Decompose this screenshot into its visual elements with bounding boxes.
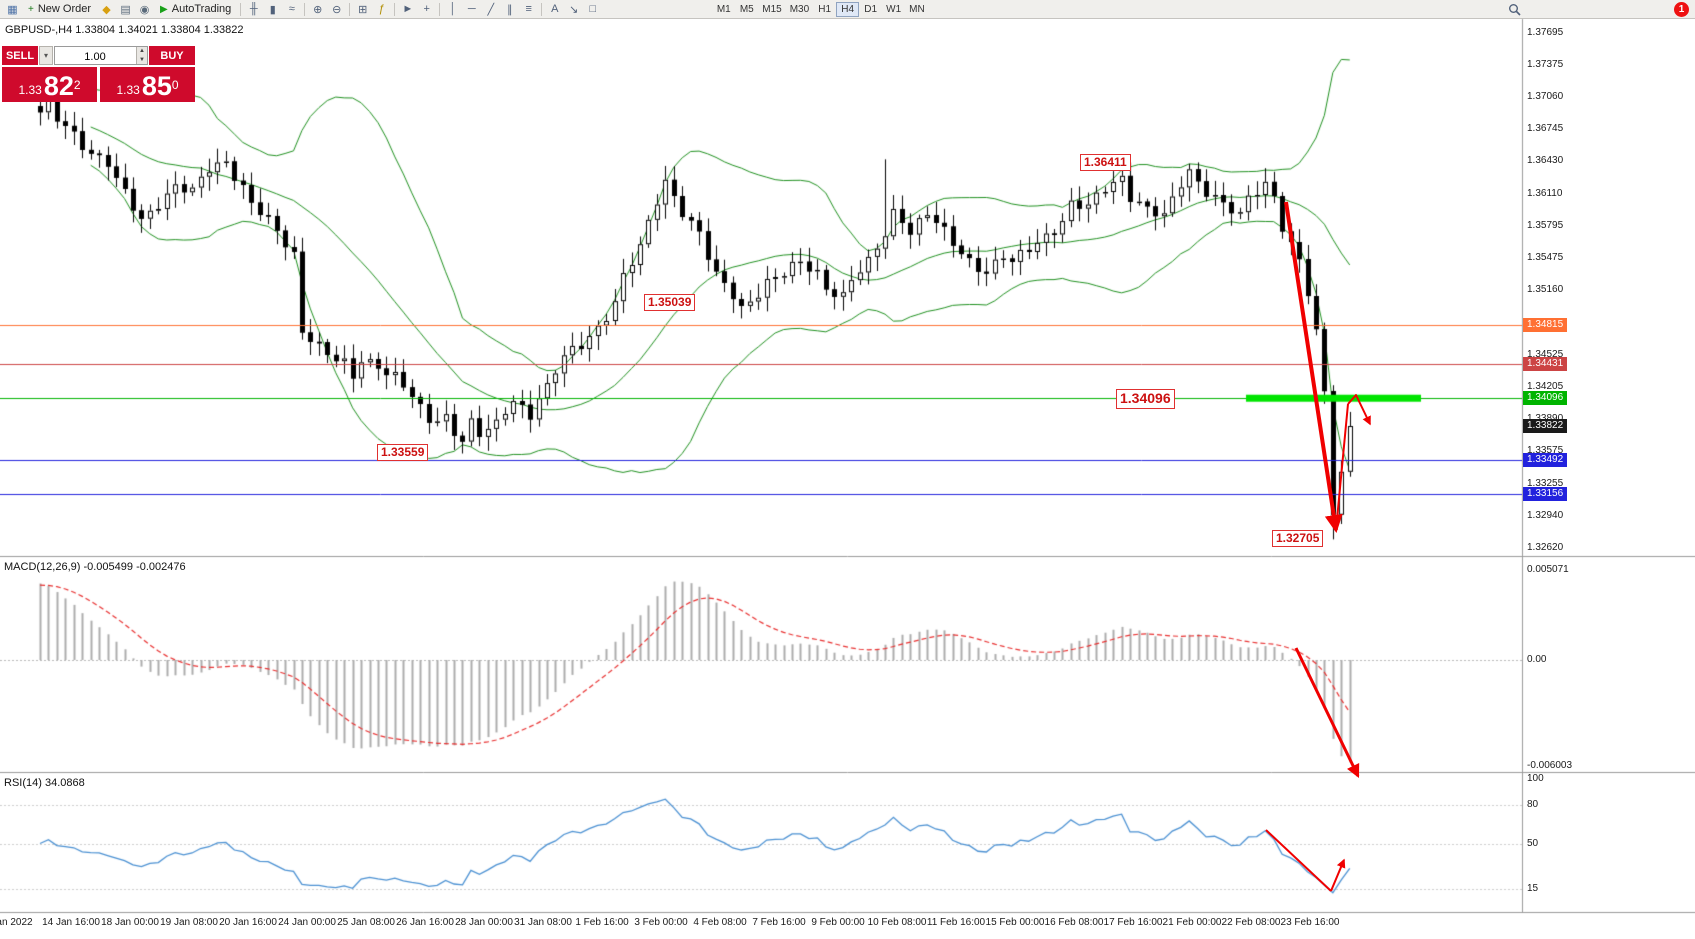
- rsi-indicator-label: RSI(14) 34.0868: [4, 777, 85, 789]
- sell-button[interactable]: SELL: [2, 46, 38, 65]
- sell-price-sup: 2: [73, 78, 81, 92]
- trade-panel-dropdown[interactable]: ▾: [39, 46, 53, 65]
- ohlc-header: GBPUSD-,H4 1.33804 1.34021 1.33804 1.338…: [5, 24, 244, 36]
- buy-button[interactable]: BUY: [149, 46, 195, 65]
- macd-indicator-label: MACD(12,26,9) -0.005499 -0.002476: [4, 561, 186, 573]
- volume-up-button[interactable]: ▲: [136, 47, 147, 56]
- volume-input[interactable]: [55, 48, 147, 66]
- buy-price-sup: 0: [171, 78, 179, 92]
- sell-price-big: 82: [43, 71, 74, 101]
- one-click-trading-panel: SELL ▾ ▲ ▼ BUY 1.33 82 2 1.33 85 0: [2, 46, 195, 102]
- sell-price-main: 1.33: [18, 83, 42, 97]
- volume-down-button[interactable]: ▼: [136, 55, 147, 64]
- buy-price-main: 1.33: [116, 83, 140, 97]
- buy-price-big: 85: [141, 71, 172, 101]
- sell-price-display[interactable]: 1.33 82 2: [2, 67, 97, 102]
- buy-price-display[interactable]: 1.33 85 0: [100, 67, 195, 102]
